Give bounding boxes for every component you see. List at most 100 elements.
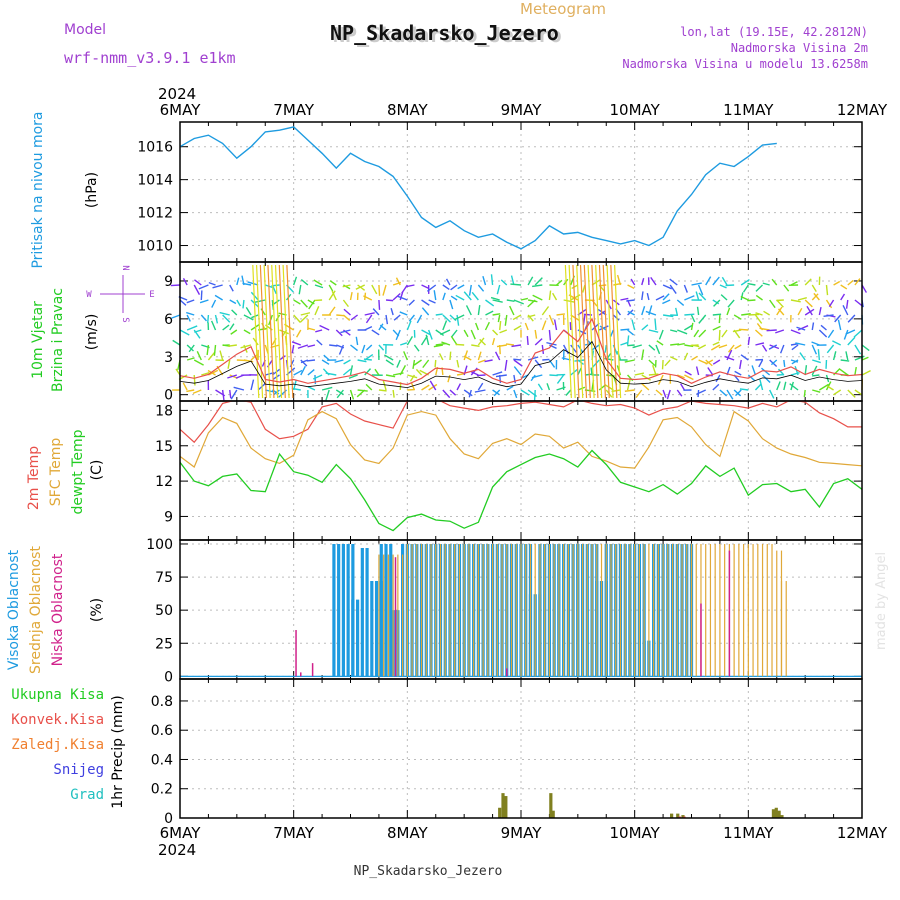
- wind-compass: N S E W: [86, 265, 154, 322]
- wind-arrow: [395, 277, 401, 286]
- wind-arrow: [495, 374, 507, 378]
- wind-arrow: [372, 308, 380, 316]
- wind-arrow: [242, 282, 252, 286]
- wind-arrow: [193, 284, 201, 295]
- wind-arrow: [231, 309, 238, 316]
- wind-arrow: [425, 334, 430, 346]
- wind-arrow: [691, 282, 702, 286]
- wind-arrow: [612, 314, 620, 321]
- wind-arrow: [485, 310, 494, 316]
- wind-arrow: [532, 294, 543, 301]
- wind-arrow: [450, 335, 458, 346]
- wind-arrow: [357, 389, 368, 392]
- wind-arrow: [363, 358, 372, 361]
- wind-arrow: [349, 389, 355, 400]
- wind-arrow: [513, 325, 522, 331]
- wind-arrow: [684, 344, 694, 348]
- wind-arrow: [208, 369, 219, 376]
- wind-arrow: [534, 359, 543, 369]
- wind-arrow: [854, 389, 863, 396]
- legend-snow: Snijeg: [53, 762, 104, 778]
- wind-arrow: [364, 368, 372, 376]
- wind-arrow: [531, 374, 543, 379]
- wind-arrow: [201, 372, 210, 376]
- wind-arrow: [361, 344, 366, 354]
- wind-arrow: [300, 299, 308, 308]
- wind-arrow: [599, 325, 607, 331]
- meteogram-label: Meteogram: [520, 0, 606, 18]
- station-title-shadow: NP_Skadarsko_Jezero: [333, 23, 562, 47]
- wind-arrow: [790, 359, 799, 363]
- wind-arrow: [365, 383, 373, 391]
- wind-arrow: [212, 284, 223, 289]
- wind-arrow: [656, 340, 664, 346]
- wind-arrow: [421, 284, 429, 289]
- wind-arrow: [385, 359, 394, 366]
- wind-ylabel-2: Brzina i Pravac: [50, 288, 66, 392]
- wind-arrow: [655, 389, 663, 396]
- wind-storm-arrow: [583, 264, 591, 399]
- cloud-ytick-label: 0: [164, 669, 173, 685]
- temp-lines: [180, 401, 862, 532]
- precip-frame: [179, 678, 863, 819]
- wind-arrow: [477, 351, 482, 361]
- wind-arrow: [455, 294, 465, 301]
- wind-storm-arrow: [267, 264, 275, 399]
- temp-ylabel-3: dewpt Temp: [70, 429, 86, 514]
- wind-arrow: [397, 295, 408, 301]
- model-altitude-text: Nadmorska Visina u modelu 13.6258m: [622, 57, 868, 71]
- wind-arrow: [349, 365, 354, 376]
- time-labels-top: 6MAY 7MAY 8MAY 9MAY 10MAY 11MAY 12MAY: [160, 101, 888, 119]
- time-label-top: 6MAY: [160, 101, 202, 119]
- precip-ytick-label: 0.2: [151, 782, 173, 798]
- wind-arrow: [484, 321, 490, 331]
- wind-arrow: [335, 329, 343, 337]
- wind-storm-arrow: [252, 264, 260, 399]
- wind-arrow: [842, 305, 849, 316]
- wind-arrow: [740, 292, 744, 301]
- wind-arrow: [825, 381, 832, 391]
- wind-arrow: [193, 359, 204, 366]
- time-label-bottom: 11MAY: [723, 824, 774, 842]
- wind-arrow: [616, 274, 622, 286]
- wind-arrow: [797, 307, 803, 316]
- wind-arrow: [293, 314, 301, 323]
- wind-storm-arrow: [606, 264, 614, 399]
- wind-arrow: [854, 344, 862, 355]
- wind-arrow: [449, 351, 452, 361]
- compass-west: W: [86, 290, 92, 300]
- wind-arrow: [641, 349, 645, 361]
- wind-arrow: [790, 281, 798, 286]
- time-label-bottom: 12MAY: [837, 824, 888, 842]
- wind-arrow: [468, 389, 472, 398]
- wind-storm-arrow: [591, 264, 599, 399]
- precip-total-bar: [504, 796, 508, 818]
- wind-arrow: [219, 311, 230, 316]
- wind-ytick-label: 9: [164, 274, 173, 290]
- cloud-ytick-label: 50: [155, 603, 173, 619]
- wind-arrow: [250, 379, 255, 391]
- wind-arrow: [698, 329, 707, 338]
- wind-arrow: [513, 299, 524, 305]
- wind-arrow: [447, 374, 451, 383]
- wind-arrow: [422, 359, 430, 369]
- wind-arrow: [412, 359, 416, 369]
- wind-arrow: [724, 355, 735, 361]
- wind-arrow: [565, 389, 572, 396]
- pressure-panel: 1016 1014 1012 1010: [137, 121, 863, 263]
- wind-arrow: [421, 307, 430, 316]
- wind-arrow: [428, 299, 436, 304]
- wind-arrow: [392, 389, 395, 398]
- wind-arrow: [334, 359, 344, 363]
- compass-east: E: [149, 290, 154, 300]
- wind-speed-line-alt: [179, 340, 863, 389]
- wind-arrow: [811, 293, 819, 301]
- wind-arrow: [861, 370, 871, 376]
- wind-arrow: [630, 278, 636, 286]
- precip-legend: Ukupna Kisa Konvek.Kisa Zaledj.Kisa Snij…: [11, 687, 104, 803]
- wind-arrow: [845, 351, 849, 361]
- wind-arrow: [741, 313, 751, 316]
- wind-arrow: [799, 352, 806, 361]
- wind-arrow: [208, 281, 216, 286]
- wind-arrow: [300, 312, 311, 316]
